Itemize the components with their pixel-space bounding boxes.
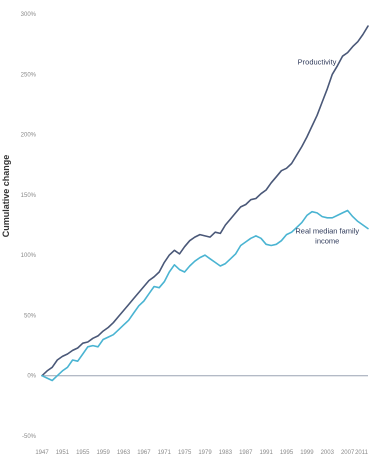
x-tick-label: 1947 xyxy=(35,450,49,456)
x-tick-label: 1983 xyxy=(219,450,233,456)
x-tick-label: 1995 xyxy=(280,450,294,456)
series-label: Productivity xyxy=(298,58,337,67)
y-axis-label: Cumulative change xyxy=(1,155,11,238)
x-tick-label: 2003 xyxy=(321,450,335,456)
x-tick-label: 1975 xyxy=(178,450,192,456)
y-tick-label: 100% xyxy=(21,253,37,259)
x-tick-label: 2007 xyxy=(341,450,355,456)
x-tick-label: 1967 xyxy=(137,450,151,456)
x-tick-label: 1991 xyxy=(259,450,273,456)
y-tick-label: 0% xyxy=(27,374,36,380)
y-tick-label: -50% xyxy=(22,434,37,440)
series-layer xyxy=(41,25,369,382)
series-line-productivity xyxy=(41,25,369,377)
x-tick-label: 1999 xyxy=(300,450,314,456)
x-tick-label: 1963 xyxy=(117,450,131,456)
y-tick-label: 250% xyxy=(21,72,37,78)
y-axis-ticks: -50% 0% 50% 100% 150% 200% 250% 300% xyxy=(21,12,37,440)
y-tick-label: 200% xyxy=(21,133,37,139)
x-tick-label: 1971 xyxy=(158,450,172,456)
series-line-income xyxy=(41,209,369,382)
y-tick-label: 150% xyxy=(21,193,37,199)
x-tick-label: 1959 xyxy=(96,450,110,456)
x-tick-label: 1951 xyxy=(56,450,70,456)
series-label: Real median family xyxy=(295,226,359,235)
x-tick-label: 1955 xyxy=(76,450,90,456)
y-tick-label: 50% xyxy=(24,313,37,319)
x-tick-label: 2011 xyxy=(355,450,369,456)
y-tick-label: 300% xyxy=(21,12,37,18)
series-label: income xyxy=(315,236,339,245)
x-axis-ticks: 1947 1951 1955 1959 1963 1967 1971 1975 1979 1983… xyxy=(35,450,368,456)
x-tick-label: 1987 xyxy=(239,450,253,456)
x-tick-label: 1979 xyxy=(198,450,212,456)
y-axis-label-group: Cumulative change xyxy=(1,155,11,238)
